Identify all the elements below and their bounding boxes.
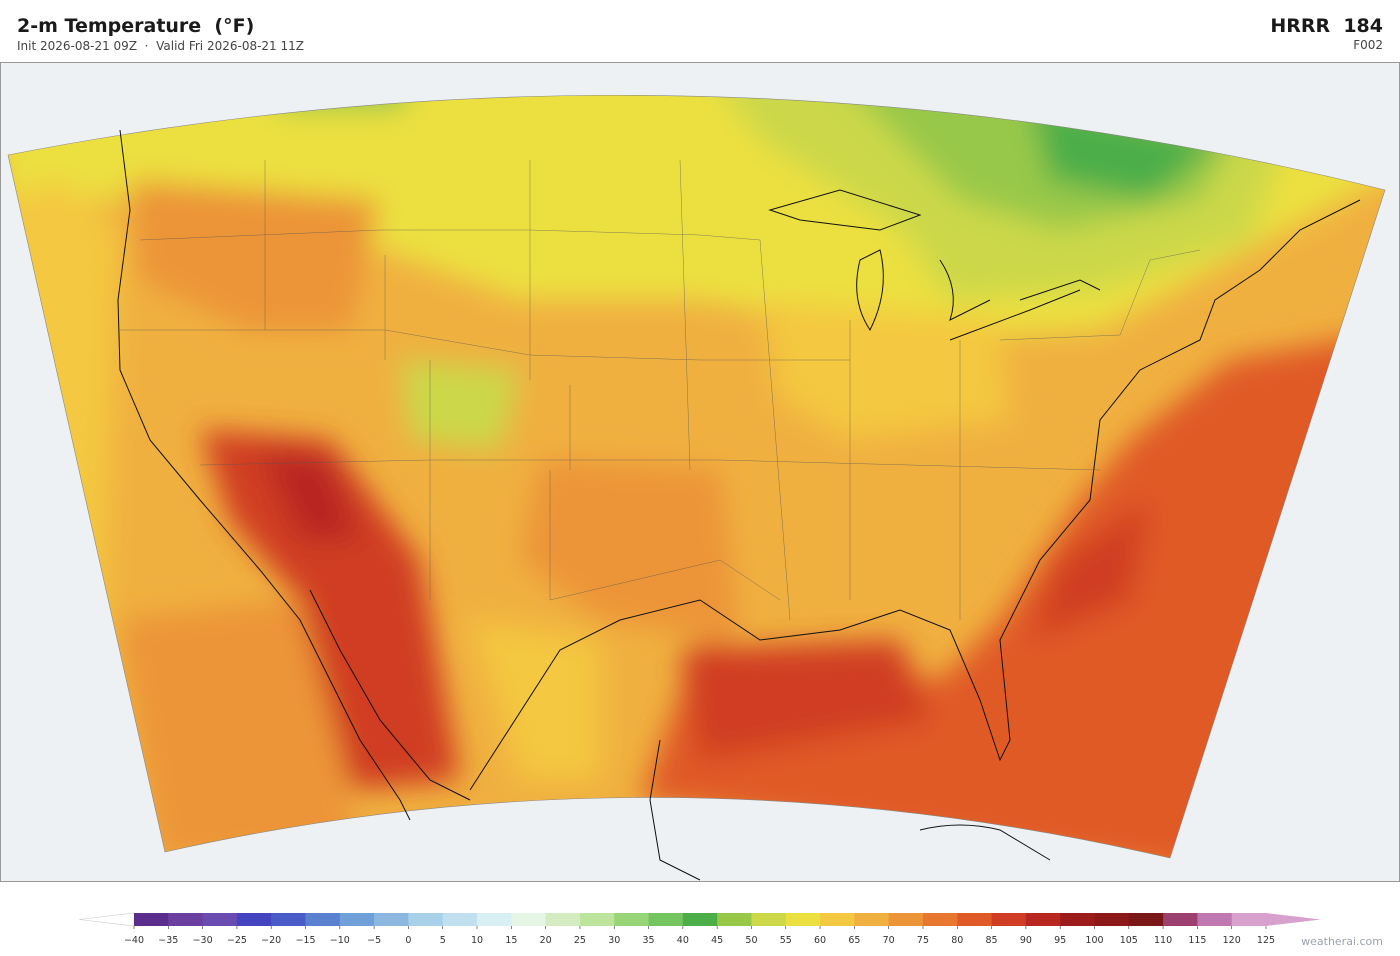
colorbar-tick-label: 50 xyxy=(745,935,757,946)
colorbar-tick-label: −35 xyxy=(158,935,178,946)
colorbar-tick-label: −15 xyxy=(295,935,315,946)
colorbar: −40 −35 −30 −25 −20 −15 −10 −5 0 5 10 15 20 25 30 35 40 4… xyxy=(79,912,1321,946)
colorbar-tick-label: 45 xyxy=(711,935,723,946)
colorbar-bin xyxy=(1231,913,1267,926)
colorbar-tick-label: 0 xyxy=(405,935,411,946)
colorbar-tick-label: 110 xyxy=(1154,935,1172,946)
colorbar-tick-label: 15 xyxy=(505,935,517,946)
colorbar-tick-label: 90 xyxy=(1020,935,1032,946)
temperature-field xyxy=(7,94,1386,881)
colorbar-tick-label: 100 xyxy=(1085,935,1103,946)
colorbar-bin xyxy=(477,913,512,926)
colorbar-tick-label: −20 xyxy=(261,935,281,946)
colorbar-bin xyxy=(991,913,1027,926)
colorbar-bin xyxy=(305,913,341,926)
coastlines xyxy=(117,129,1361,881)
colorbar-tick-label: 95 xyxy=(1054,935,1066,946)
colorbar-tick-label: 120 xyxy=(1223,935,1241,946)
colorbar-bin xyxy=(1128,913,1164,926)
colorbar-bin xyxy=(339,913,375,926)
colorbar-tick-label: 85 xyxy=(986,935,998,946)
forecast-hour: F002 xyxy=(1353,38,1383,52)
map-subtitle: Init 2026-08-21 09Z · Valid Fri 2026-08-… xyxy=(17,39,304,53)
colorbar-bin xyxy=(134,913,169,926)
colorbar-tick-label: 105 xyxy=(1120,935,1138,946)
colorbar-tick-label: 60 xyxy=(814,935,826,946)
colorbar-over xyxy=(1266,913,1321,926)
colorbar-bin xyxy=(168,913,204,926)
colorbar-tick-label: 65 xyxy=(848,935,860,946)
colorbar-bin xyxy=(374,913,409,926)
colorbar-tick-label: 25 xyxy=(574,935,586,946)
colorbar-bin xyxy=(236,913,272,926)
colorbar-tick-label: −10 xyxy=(330,935,350,946)
colorbar-bin xyxy=(922,913,958,926)
colorbar-tick-label: 40 xyxy=(677,935,689,946)
colorbar-tick-label: −5 xyxy=(367,935,381,946)
colorbar-bin xyxy=(1094,913,1130,926)
colorbar-bin xyxy=(648,913,684,926)
map-title: 2-m Temperature (°F) xyxy=(17,15,255,37)
colorbar-bin xyxy=(408,913,444,926)
state-borders xyxy=(120,159,1201,621)
colorbar-bin xyxy=(957,913,992,926)
colorbar-tick-label: 125 xyxy=(1257,935,1275,946)
colorbar-tick-label: 30 xyxy=(608,935,620,946)
colorbar-tick-label: 115 xyxy=(1188,935,1206,946)
colorbar-tick-label: 35 xyxy=(642,935,654,946)
colorbar-bin xyxy=(1197,913,1233,926)
colorbar-bin xyxy=(271,913,306,926)
colorbar-tick-label: 5 xyxy=(440,935,446,946)
colorbar-bin xyxy=(751,913,787,926)
colorbar-bin xyxy=(854,913,890,926)
colorbar-bin xyxy=(888,913,924,926)
colorbar-bin xyxy=(1025,913,1061,926)
colorbar-tick-label: −40 xyxy=(124,935,144,946)
credit: weatherai.com xyxy=(1301,935,1383,948)
colorbar-tick-label: 20 xyxy=(540,935,552,946)
colorbar-tick-label: 10 xyxy=(471,935,483,946)
colorbar-bin xyxy=(1060,913,1095,926)
colorbar-bin xyxy=(511,913,547,926)
colorbar-tick-label: 75 xyxy=(917,935,929,946)
colorbar-tick-label: 55 xyxy=(780,935,792,946)
colorbar-bin xyxy=(1163,913,1198,926)
colorbar-bin xyxy=(579,913,615,926)
colorbar-bin xyxy=(820,913,855,926)
colorbar-bin xyxy=(717,913,752,926)
colorbar-bin xyxy=(545,913,581,926)
colorbar-bin xyxy=(682,913,718,926)
colorbar-bin xyxy=(202,913,238,926)
colorbar-tick-label: 70 xyxy=(883,935,895,946)
colorbar-under xyxy=(79,912,135,927)
colorbar-bin xyxy=(785,913,821,926)
colorbar-bin xyxy=(442,913,478,926)
colorbar-tick-label: −25 xyxy=(227,935,247,946)
model-name: HRRR 184 xyxy=(1270,15,1383,37)
colorbar-bin xyxy=(614,913,649,926)
colorbar-tick-label: 80 xyxy=(951,935,963,946)
colorbar-tick-label: −30 xyxy=(193,935,213,946)
